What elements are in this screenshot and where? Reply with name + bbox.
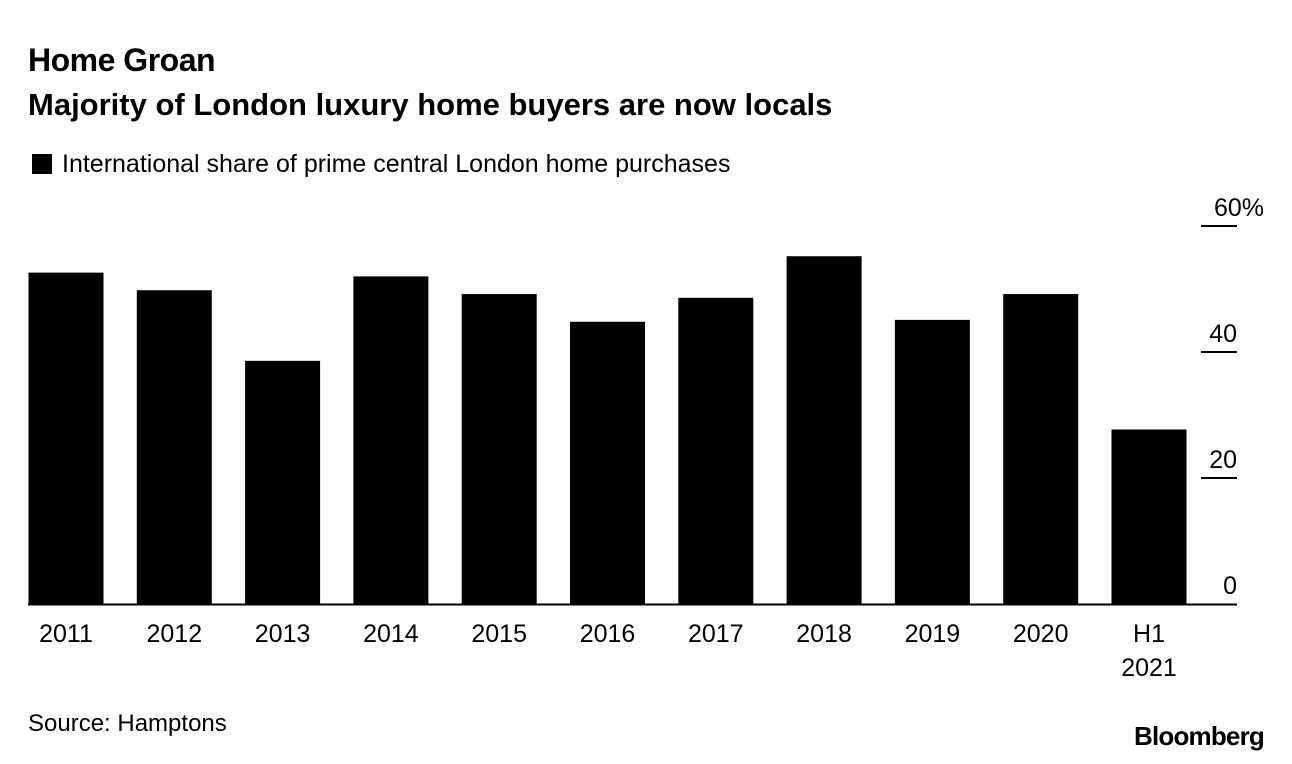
chart-subtitle: Majority of London luxury home buyers ar…: [28, 87, 833, 122]
bar-1: [136, 290, 212, 604]
x-tick-label: H1: [1133, 620, 1165, 648]
legend-swatch: [32, 154, 52, 174]
bar-4: [461, 294, 537, 604]
x-tick-label: 2020: [1013, 620, 1069, 648]
y-tick-label: 0: [1223, 572, 1237, 600]
x-tick-label: 2015: [471, 620, 527, 648]
y-axis: 0 20 40 60%: [1201, 194, 1264, 600]
source-note: Source: Hamptons: [28, 710, 227, 737]
bar-3: [353, 276, 429, 604]
x-tick-label: 2019: [905, 620, 961, 648]
bar-5: [570, 321, 645, 604]
bar-8: [894, 319, 970, 604]
y-tick-label: 20: [1209, 446, 1237, 474]
x-tick-label: 2021: [1121, 654, 1177, 682]
legend-label: International share of prime central Lon…: [62, 150, 731, 178]
x-axis: 2011 2012 2013 2014 2015 2016 2017 2018 2019 2020…: [28, 603, 1237, 682]
bar-7: [786, 256, 862, 604]
bars-group: [28, 256, 1187, 604]
bar-10: [1111, 429, 1187, 604]
y-tick-label: 40: [1209, 320, 1237, 348]
x-tick-label: 2014: [363, 620, 419, 648]
x-tick-label: 2018: [796, 620, 852, 648]
bar-9: [1003, 294, 1079, 604]
x-tick-label: 2017: [688, 620, 744, 648]
x-tick-label: 2016: [580, 620, 636, 648]
bar-2: [245, 360, 321, 604]
chart-legend: International share of prime central Lon…: [32, 148, 730, 180]
bar-0: [28, 272, 104, 604]
x-tick-label: 2012: [146, 620, 202, 648]
y-tick-label: 60%: [1214, 194, 1264, 222]
chart-title: Home Groan: [28, 42, 216, 78]
bloomberg-logo: Bloomberg: [1133, 721, 1265, 751]
x-tick-label: 2013: [255, 620, 311, 648]
bar-6: [678, 297, 754, 604]
x-tick-label: 2011: [39, 620, 93, 648]
